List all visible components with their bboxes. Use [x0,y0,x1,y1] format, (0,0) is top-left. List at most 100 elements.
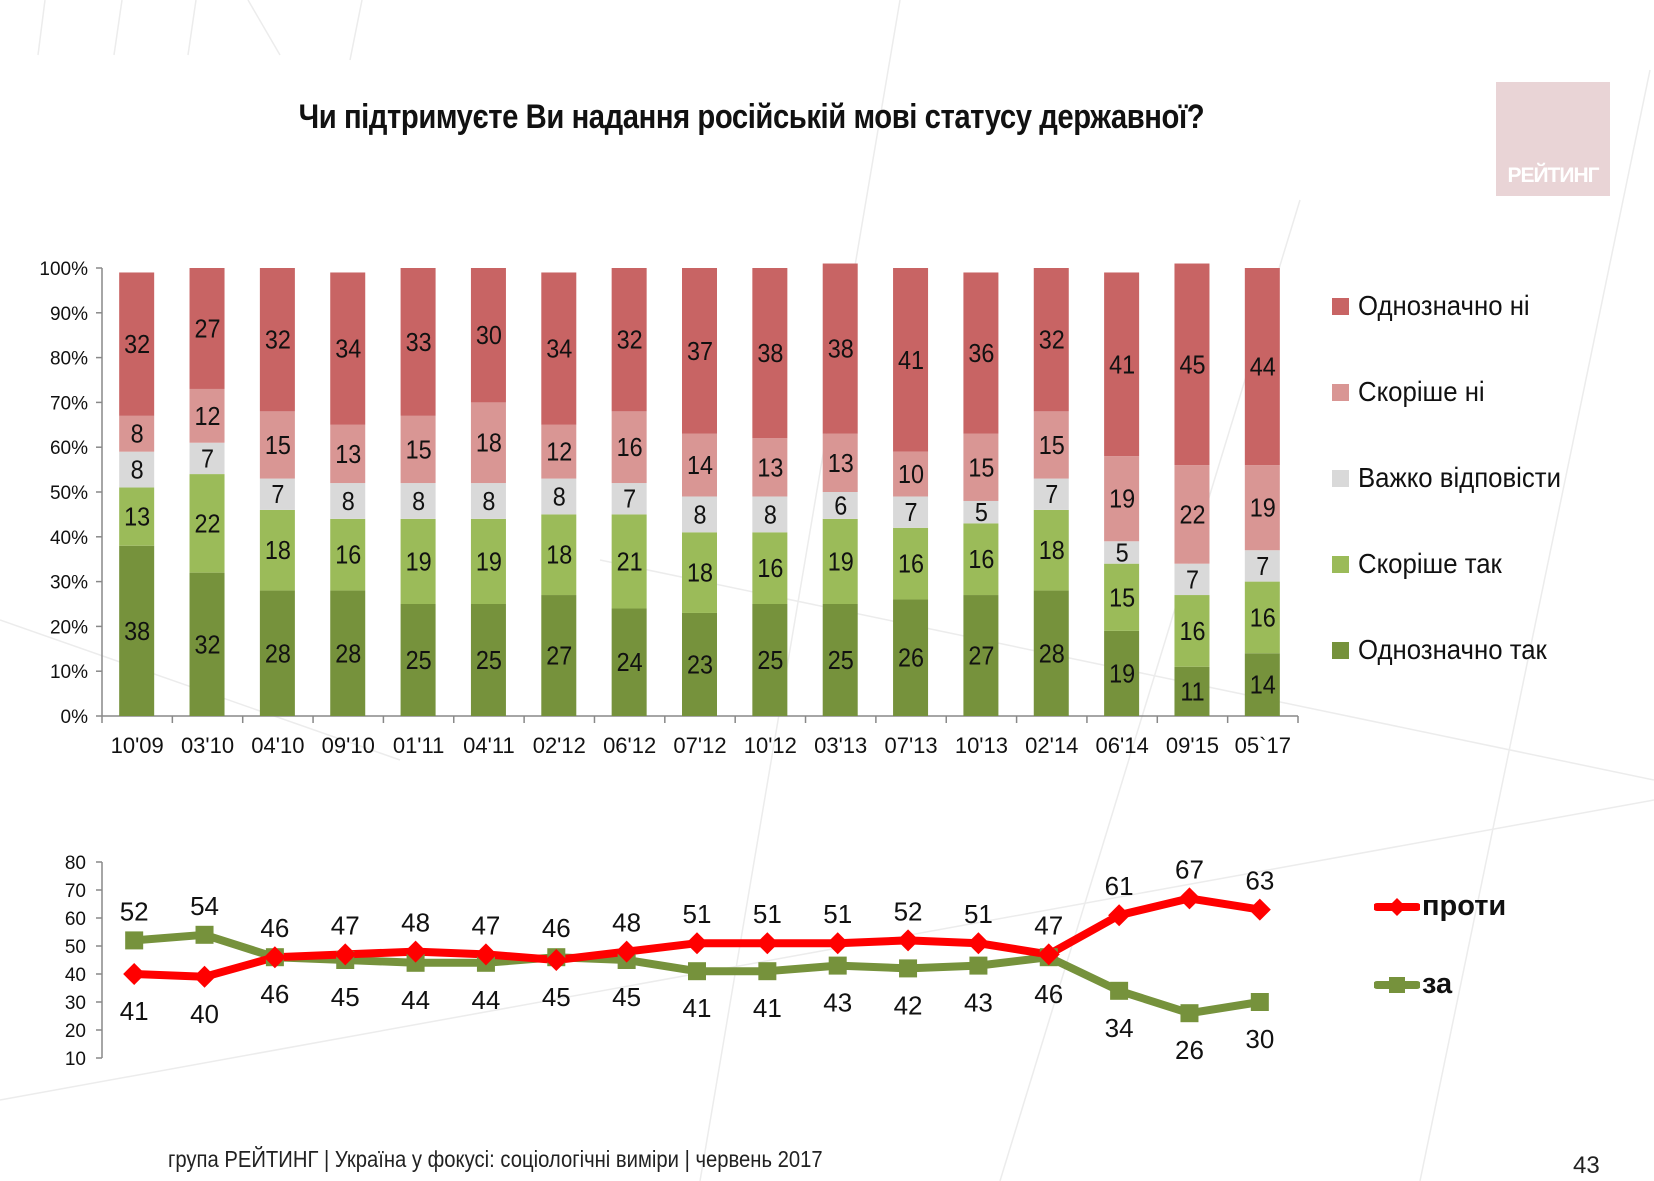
bar-segment [189,474,225,573]
x-tick-label: 09'10 [322,733,375,758]
bar-segment [893,599,929,716]
bar-segment [259,411,295,479]
data-label: 11 [1180,678,1204,706]
data-label: 6 [834,492,847,520]
x-tick-label: 07'13 [884,733,937,758]
data-label-for: 26 [1175,1035,1204,1065]
data-label: 14 [687,452,713,480]
bar-segment [119,545,155,716]
data-label: 19 [828,548,854,576]
bar-segment [893,527,929,600]
x-tick-label: 01'11 [393,733,445,758]
y-tick-label: 30% [50,573,88,594]
bar-segment [682,612,717,716]
bar-segment [1244,465,1280,551]
x-tick-label: 02'14 [1025,733,1078,758]
data-label: 18 [265,537,291,565]
data-point [1180,1004,1199,1023]
page-number: 43 [1573,1152,1600,1179]
bar-segment [119,415,155,452]
data-label: 18 [1039,537,1065,565]
data-label-for: 43 [823,988,852,1018]
x-tick-label: 10'09 [111,733,164,758]
data-point [1248,898,1271,921]
data-label-for: 54 [190,891,219,921]
legend-item-definitely-no: Однозначно ні [1332,290,1545,322]
data-point [125,931,144,950]
data-label: 7 [1045,481,1058,509]
data-point [828,956,847,975]
data-label-for: 45 [612,982,641,1012]
data-label: 38 [757,340,783,368]
data-label-against: 45 [542,982,571,1012]
legend-item-rather-yes: Скоріше так [1332,548,1514,580]
data-label: 16 [968,546,994,574]
bar-segment [1104,541,1140,564]
data-label: 7 [271,481,284,509]
data-point [756,932,779,955]
data-label: 16 [1250,604,1276,632]
data-label: 7 [623,486,636,514]
bar-segment [1174,595,1210,667]
bar-segment [189,268,225,389]
data-point [123,963,146,985]
bar-segment [1104,456,1140,542]
data-point [1110,981,1129,1000]
data-point [1037,943,1060,966]
data-point [899,959,918,978]
data-label: 15 [265,432,291,460]
y-tick-label: 20 [65,1021,86,1042]
data-label: 18 [476,430,502,458]
legend-swatch [1332,383,1349,401]
y-tick-label: 40 [65,965,86,986]
data-label-against: 46 [260,913,289,943]
bar-segment [822,604,858,716]
legend-item-hard-to-say: Важко відповісти [1332,462,1579,494]
data-point [688,962,706,981]
data-label-for: 46 [260,979,289,1009]
data-label: 38 [124,618,150,646]
footer-text: група РЕЙТИНГ | Україна у фокусі: соціол… [168,1146,823,1172]
data-label: 7 [201,445,214,473]
legend-label: Важко відповісти [1358,462,1561,493]
data-label: 16 [757,555,783,583]
bar-segment [541,514,577,596]
bar-segment [822,492,858,519]
legend-swatch [1332,555,1349,573]
x-tick-label: 03'13 [814,733,867,758]
data-label-for: 52 [120,896,149,926]
data-label: 8 [553,483,566,511]
bar-segment [1244,653,1280,716]
data-label: 13 [757,454,783,482]
data-label: 19 [1109,660,1135,688]
bar-segment [1033,268,1069,412]
bar-segment [119,272,155,416]
data-label-against: 52 [894,896,923,926]
legend-label: Однозначно ні [1358,290,1530,321]
chart-title: Чи підтримуєте Ви надання російській мов… [298,98,1205,136]
data-label: 18 [687,560,713,588]
data-label: 8 [412,488,425,516]
bar-segment [1104,630,1140,716]
data-point [406,953,425,972]
data-label-against: 51 [964,899,993,929]
bar-segment [189,572,225,716]
bar-segment [752,496,788,533]
y-tick-label: 30 [65,993,86,1014]
data-label: 16 [1179,618,1205,646]
bar-segment [400,268,436,416]
bar-segment [611,483,647,515]
data-label: 45 [1179,351,1205,379]
data-label-for: 30 [1245,1024,1274,1054]
data-label: 37 [687,338,713,366]
y-tick-label: 80% [50,349,88,370]
data-label: 28 [1039,640,1065,668]
data-point [615,940,638,963]
x-tick-label: 09'15 [1166,733,1219,758]
data-label-for: 43 [964,988,993,1018]
data-label-against: 47 [1034,910,1063,940]
bar-segment [822,263,858,434]
data-label: 13 [828,450,854,478]
x-tick-label: 04'11 [463,733,515,758]
legend-label: Однозначно так [1358,634,1547,665]
